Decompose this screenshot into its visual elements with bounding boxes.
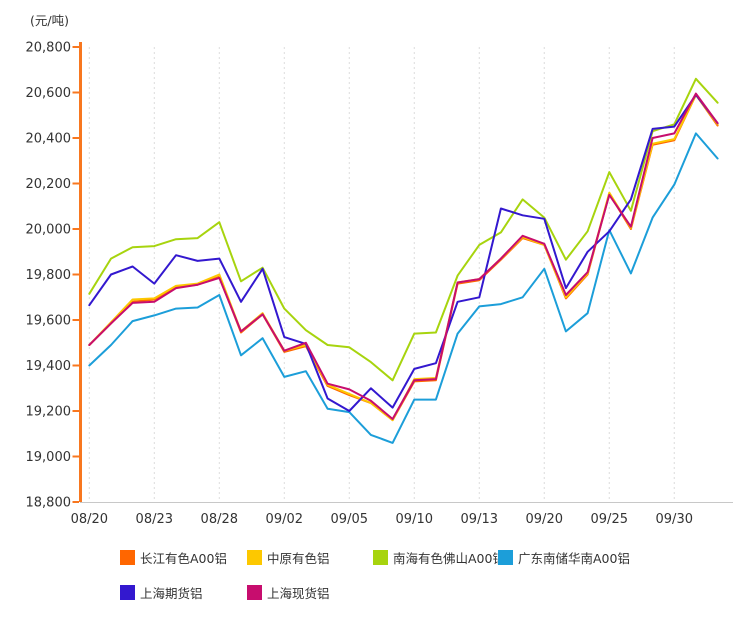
y-tick-label: 19,400 (26, 359, 72, 374)
legend-item-5[interactable]: 上海期货铝 (120, 583, 203, 602)
price-trend-chart-svg: 18,800 19,000 19,200 19,400 19,600 19,800 20,0… (26, 41, 733, 527)
chart-plot-area: 18,800 19,000 19,200 19,400 19,600 19,800 20,0… (26, 41, 733, 527)
legend-swatch-icon (120, 550, 135, 565)
y-tick-label: 18,800 (26, 496, 72, 511)
series-line-5[interactable] (88, 93, 719, 412)
legend-item-3[interactable]: 南海有色佛山A00铝 (373, 548, 505, 567)
y-tick-label: 20,200 (26, 177, 72, 192)
x-tick-label: 08/28 (201, 512, 238, 527)
legend-item-1[interactable]: 长江有色A00铝 (120, 548, 227, 567)
legend-label: 上海期货铝 (140, 586, 203, 601)
y-tick-label: 19,000 (26, 450, 72, 465)
x-tick-label: 08/23 (136, 512, 173, 527)
series-line-4[interactable] (88, 132, 719, 444)
x-tick-label: 09/20 (526, 512, 563, 527)
y-tick-label: 20,400 (26, 132, 72, 147)
legend-swatch-icon (120, 585, 135, 600)
x-tick-label: 09/02 (266, 512, 303, 527)
x-tick-label: 09/10 (396, 512, 433, 527)
x-tick-label: 09/30 (656, 512, 693, 527)
legend-item-4[interactable]: 广东南储华南A00铝 (498, 548, 630, 567)
legend-swatch-icon (498, 550, 513, 565)
legend-swatch-icon (247, 550, 262, 565)
legend-label: 上海现货铝 (267, 586, 330, 601)
y-tick-label: 20,600 (26, 86, 72, 101)
legend-item-2[interactable]: 中原有色铝 (247, 548, 330, 567)
y-tick-label: 19,800 (26, 268, 72, 283)
x-tick-label: 09/13 (461, 512, 498, 527)
x-tick-label: 09/05 (331, 512, 368, 527)
x-tick-label: 09/25 (591, 512, 628, 527)
y-tick-label: 20,800 (26, 41, 72, 56)
legend-label: 长江有色A00铝 (140, 551, 227, 566)
legend-label: 南海有色佛山A00铝 (393, 551, 505, 566)
series-line-3[interactable] (88, 77, 719, 382)
y-tick-label: 19,200 (26, 405, 72, 420)
y-axis-unit-label: (元/吨) (30, 13, 69, 28)
y-tick-label: 19,600 (26, 314, 72, 329)
series-line-6[interactable] (88, 92, 719, 420)
legend-label: 中原有色铝 (267, 551, 330, 566)
legend-swatch-icon (247, 585, 262, 600)
x-tick-label: 08/20 (71, 512, 108, 527)
legend-swatch-icon (373, 550, 388, 565)
legend-label: 广东南储华南A00铝 (518, 551, 630, 566)
legend-item-6[interactable]: 上海现货铝 (247, 583, 330, 602)
y-tick-label: 20,000 (26, 223, 72, 238)
